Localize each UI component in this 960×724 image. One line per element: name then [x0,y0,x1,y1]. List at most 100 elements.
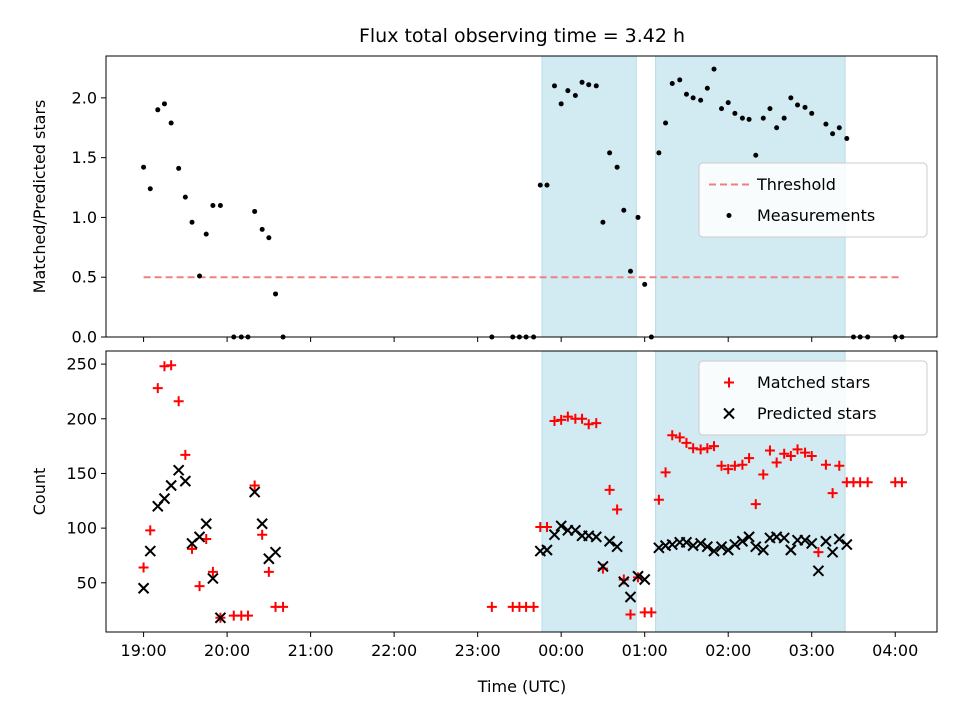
data-point [660,467,671,478]
data-point [702,443,713,454]
data-point [826,546,839,558]
data-point [207,566,218,577]
data-point [725,100,731,106]
data-point [179,475,192,487]
data-point [820,535,832,547]
data-point [833,533,845,545]
data-point [207,572,219,585]
legend-marker [726,213,732,218]
data-point [834,460,845,471]
observing-interval-shade [541,55,637,338]
chart-title: Flux total observing time = 3.42 h [359,25,685,47]
data-point [792,444,803,455]
data-point [646,607,657,618]
bottom-panel: 50 100 150 200 250 19:00 20:00 21:00 22:00 23:00 0… [30,350,938,660]
plot-frame [105,350,938,633]
data-point [653,542,665,554]
data-point [781,115,787,121]
data-point [642,281,648,287]
legend-label: Measurements [757,206,875,225]
data-point [242,610,253,621]
data-point [197,273,203,279]
data-point [653,494,664,505]
data-point [591,418,602,429]
data-point [841,538,853,551]
data-point [273,291,279,297]
data-point [614,164,620,170]
data-point [579,79,585,85]
data-point [627,268,633,274]
data-point [189,219,195,225]
data-point [572,92,578,98]
data-point [813,547,824,558]
data-point [269,546,282,558]
data-point [690,95,696,101]
data-point [165,479,177,492]
x-tick-label: 23:00 [455,641,501,660]
data-point [764,445,775,456]
data-point [586,82,592,88]
data-point [827,488,838,499]
data-point [708,545,720,557]
data-point [593,83,599,89]
data-point [757,544,769,556]
legend: Threshold Measurements [698,162,928,238]
data-point [259,226,265,232]
data-point [214,612,227,624]
data-point [144,545,156,557]
data-point [176,165,182,171]
data-point [774,125,780,131]
data-point [556,414,567,425]
data-point [820,459,831,470]
data-point [604,484,615,495]
data-point [217,202,223,208]
data-point [180,449,191,460]
data-point [736,535,749,547]
data-point [603,535,616,547]
data-point [158,492,171,505]
data-point [625,609,636,620]
data-point [257,529,268,540]
data-point [159,361,170,372]
data-point [544,182,550,188]
x-tick-label: 21:00 [288,641,334,660]
data-point [137,582,150,594]
data-point [600,219,606,225]
data-point [677,77,683,83]
x-tick-label: 02:00 [705,641,751,660]
data-point [704,85,710,91]
data-point [683,91,689,97]
data-point [802,104,808,110]
data-point [141,164,147,170]
data-point [161,101,167,107]
x-tick-label: 01:00 [622,641,668,660]
data-point [830,131,836,137]
data-point [737,459,748,470]
x-tick-label: 19:00 [121,641,167,660]
data-point [778,532,790,544]
data-point [767,106,773,112]
data-point [194,581,205,592]
data-point [667,430,678,441]
data-point [674,432,685,443]
data-point [168,120,174,126]
data-point [607,150,613,156]
y-tick-label: 50 [77,573,97,592]
data-point [252,208,258,214]
data-point [551,83,557,89]
data-point [771,457,782,468]
data-point [278,601,289,612]
data-point [823,121,829,127]
data-point [166,360,177,371]
data-point [187,543,198,554]
data-point [795,102,801,108]
data-point [750,541,762,553]
data-point [548,528,561,541]
observing-interval-shade [541,350,637,633]
data-point [248,486,261,498]
data-point [583,419,594,430]
data-point [695,444,706,455]
data-point [723,464,734,475]
plot-frame [105,55,938,338]
